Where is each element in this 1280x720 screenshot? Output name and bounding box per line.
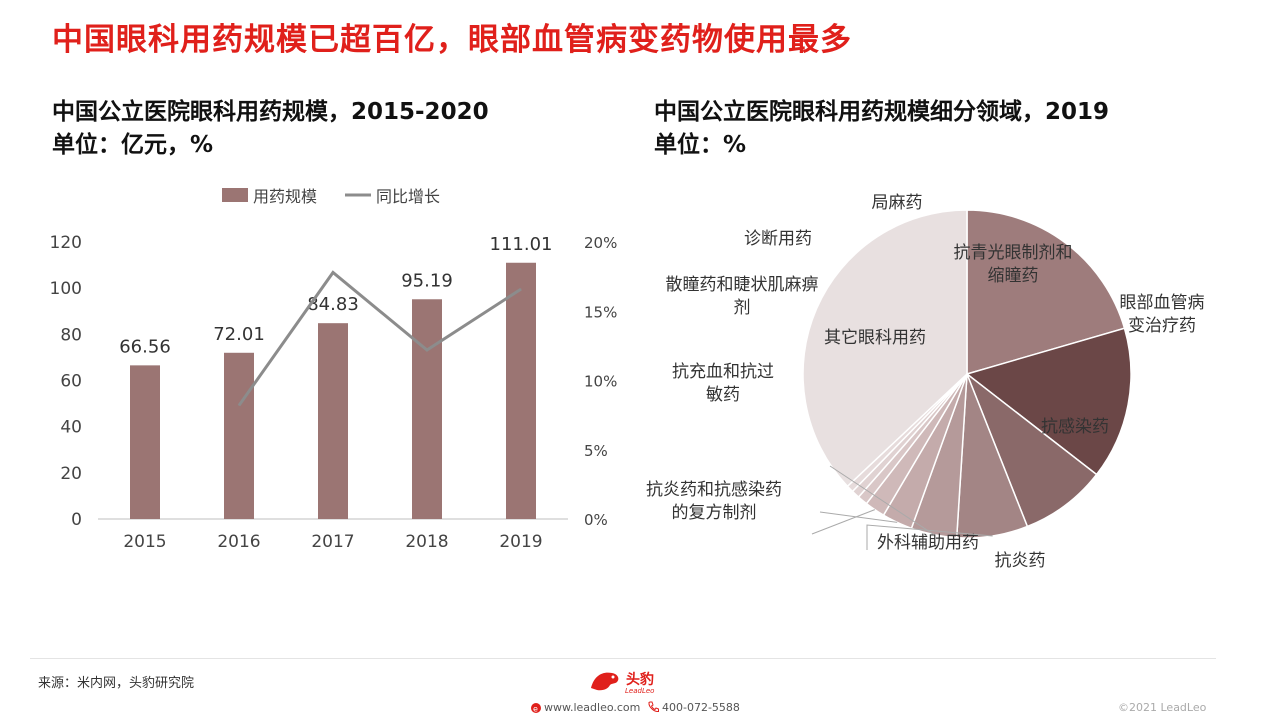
legend-label-bar: 用药规模 [253,187,317,206]
legend-swatch-bar [222,188,248,202]
svg-text:e: e [533,705,538,714]
bar [506,262,536,519]
line-point [332,271,334,273]
y-tick-left: 0 [71,510,82,530]
bar [412,299,442,519]
pie-inside-label: 抗青光眼制剂和缩瞳药 [954,243,1073,286]
page-title: 中国眼科用药规模已超百亿，眼部血管病变药物使用最多 [52,22,852,58]
pie-label: 眼部血管病变治疗药 [1120,293,1205,336]
y-tick-right: 5% [584,442,608,460]
right-chart-unit: 单位：% [654,132,747,158]
pie-label: 抗充血和抗过敏药 [672,362,774,405]
line-series-growth [237,270,522,407]
leopard-logo-icon [591,672,619,691]
logo-text: 头豹 [626,672,654,688]
right-chart-title: 中国公立医院眼科用药规模细分领域，2019 [654,99,1110,125]
y-tick-left: 120 [50,233,82,253]
x-tick-label: 2019 [499,532,542,552]
y-tick-right: 20% [584,234,617,252]
y-tick-left: 100 [50,279,82,299]
pie-label: 抗炎药和抗感染药的复方制剂 [646,480,782,523]
y-tick-left: 60 [60,372,82,392]
y-tick-left: 20 [60,464,82,484]
legend-label-line: 同比增长 [376,187,440,206]
pie-label: 外科辅助用药 [877,533,979,553]
x-tick-label: 2016 [217,532,260,552]
x-tick-label: 2018 [405,532,448,552]
pie-label: 其它眼科用药 [824,328,926,348]
line-point [238,404,240,406]
left-chart-unit: 单位：亿元，% [52,132,214,158]
web-icon: e [531,703,541,714]
pie-label: 散瞳药和睫状肌麻痹剂 [666,275,819,318]
x-tick-label: 2015 [123,532,166,552]
y-tick-right: 10% [584,373,617,391]
phone-number: 400-072-5588 [662,701,740,714]
y-tick-left: 40 [60,418,82,438]
footer-divider [30,658,1216,659]
phone-icon [648,701,659,713]
pie-label: 局麻药 [872,193,923,213]
y-tick-right: 0% [584,511,608,529]
pie-leader-line [829,465,935,536]
bar-line-chart: 0 20 40 60 80 100 120 0% 5% 10% 15% 20% 2015 66.56 201… [50,187,618,552]
copyright: ©2021 LeadLeo [1118,701,1207,714]
pie-slice [802,209,968,488]
pie-leader-line [819,511,898,523]
line-point [520,288,522,290]
x-tick-label: 2017 [311,532,354,552]
pie-label: 抗炎药 [995,551,1046,571]
bar [130,365,160,519]
bar-data-label: 95.19 [401,270,453,291]
line-point [426,349,428,351]
pie-slice [965,327,1132,476]
pie-label: 抗感染药 [1041,417,1109,437]
left-chart-title: 中国公立医院眼科用药规模，2015-2020 [52,99,489,125]
pie-slice [965,371,1098,528]
website-link[interactable]: www.leadleo.com [544,701,641,714]
bar [318,323,348,519]
pie-leader-line [811,509,875,535]
pie-slice [966,209,1126,375]
pie-leader-line [866,524,993,550]
bar-data-label: 72.01 [213,324,265,345]
y-tick-right: 15% [584,303,617,321]
source-note: 来源：米内网，头豹研究院 [38,676,195,691]
bar [224,352,254,519]
bar-data-label: 111.01 [490,234,553,255]
bar-data-label: 66.56 [119,336,171,357]
logo-subtext: LeadLeo [625,687,655,695]
bar-data-label: 84.83 [307,294,359,315]
pie-label: 诊断用药 [744,229,812,249]
y-tick-left: 80 [60,325,82,345]
